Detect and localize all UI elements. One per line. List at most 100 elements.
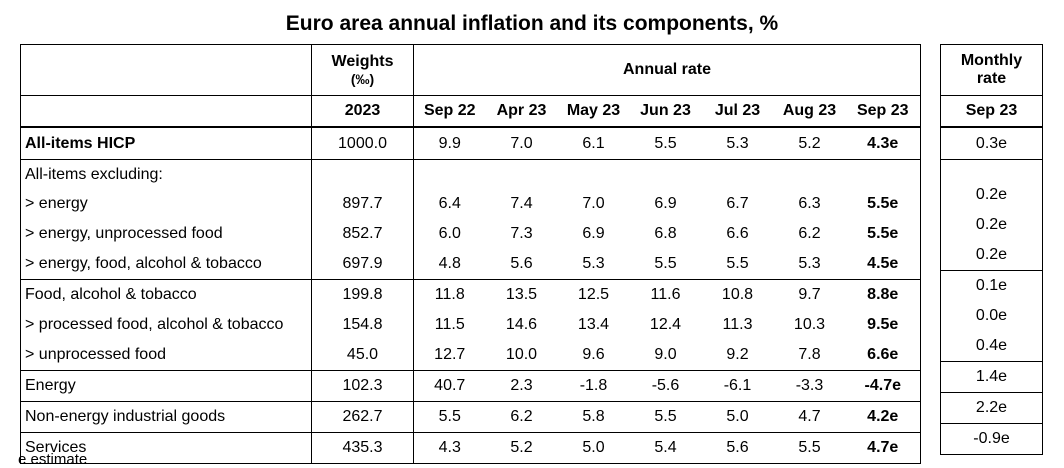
- table-row: Food, alcohol & tobacco 199.8 11.8 13.5 12.5…: [20, 279, 921, 310]
- rate-cell: -1.8: [557, 370, 630, 402]
- rate-cell: 6.4: [438, 195, 461, 212]
- rate-cell: [701, 159, 774, 189]
- rate-cell: 6.9: [654, 195, 677, 212]
- rate-cell: 5.6: [701, 432, 774, 464]
- weight-cell: 154.8: [311, 310, 414, 340]
- rate-cell: 4.7: [773, 401, 846, 433]
- monthly-row: 0.2e: [941, 180, 1043, 210]
- weights-label: Weights: [331, 53, 394, 70]
- weight-cell: 852.7: [311, 219, 414, 249]
- weight-cell: 697.9: [311, 249, 414, 280]
- row-label: > unprocessed food: [20, 340, 312, 371]
- monthly-cell: 0.4e: [975, 337, 1008, 354]
- rate-cell: 5.5: [413, 401, 486, 433]
- weights-header: Weights (‰): [311, 44, 414, 96]
- rate-cell: 6.1: [557, 126, 630, 160]
- rate-cell: 5.3: [582, 255, 605, 272]
- weights-unit: (‰): [350, 71, 375, 87]
- rate-cell: 11.6: [629, 279, 702, 310]
- rate-cell: 14.6: [505, 316, 538, 333]
- rate-cell: 6.0: [438, 225, 461, 242]
- rate-cell: 5.0: [557, 432, 630, 464]
- period-header: May 23: [557, 95, 630, 127]
- rate-cell: 5.4: [629, 432, 702, 464]
- row-label: Food, alcohol & tobacco: [20, 279, 312, 310]
- footnote: e estimate: [18, 451, 88, 468]
- rate-cell: 5.5e: [867, 225, 899, 242]
- row-label: > energy, food, alcohol & tobacco: [20, 249, 312, 280]
- rate-cell: 5.3: [798, 255, 821, 272]
- rate-cell: 6.6e: [867, 346, 899, 363]
- weight-cell: 102.3: [311, 370, 414, 402]
- rate-cell: 6.2: [798, 225, 821, 242]
- rate-cell: 9.2: [726, 346, 749, 363]
- rate-cell: [629, 159, 702, 189]
- weight-cell: 45.0: [311, 340, 414, 371]
- rate-cell: 5.5: [654, 255, 677, 272]
- rate-cell: 5.3: [701, 126, 774, 160]
- row-label: > energy, unprocessed food: [20, 219, 312, 249]
- corner-cell-2: [20, 95, 312, 127]
- rate-cell: [557, 159, 630, 189]
- rate-cell: 12.4: [649, 316, 682, 333]
- rate-cell: 7.8: [798, 346, 821, 363]
- table-row: Energy 102.3 40.7 2.3 -1.8 -5.6 -6.1 -3.3 -4.7e: [20, 370, 921, 402]
- rate-cell: 7.4: [510, 195, 533, 212]
- rate-cell: 6.6: [726, 225, 749, 242]
- rate-cell: 13.4: [577, 316, 610, 333]
- rate-cell: 10.3: [793, 316, 826, 333]
- rate-cell: 4.5e: [867, 255, 899, 272]
- weight-cell: 262.7: [311, 401, 414, 433]
- table-row: > unprocessed food 45.0 12.7 10.0 9.6 9.0 9.2 7…: [20, 340, 921, 371]
- monthly-row: 0.2e: [941, 210, 1043, 240]
- monthly-period: Sep 23: [940, 95, 1043, 127]
- rate-cell: 11.5: [434, 316, 465, 333]
- rate-cell: 7.0: [485, 126, 558, 160]
- rate-cell: 5.8: [557, 401, 630, 433]
- rate-cell: 13.5: [485, 279, 558, 310]
- rate-cell: 5.5: [629, 401, 702, 433]
- monthly-cell: 0.0e: [975, 307, 1008, 324]
- monthly-row: [940, 159, 1043, 180]
- rate-cell: 4.8: [438, 255, 461, 272]
- monthly-label: Monthly: [960, 52, 1023, 69]
- rate-cell: 4.2e: [845, 401, 921, 433]
- rate-cell: -4.7e: [845, 370, 921, 402]
- rate-cell: 5.5: [773, 432, 846, 464]
- table-row: Services 435.3 4.3 5.2 5.0 5.4 5.6 5.5 4.7e: [20, 432, 921, 464]
- rate-cell: 6.2: [485, 401, 558, 433]
- row-label: Energy: [20, 370, 312, 402]
- rate-cell: 5.6: [510, 255, 533, 272]
- monthly-cell: 1.4e: [940, 361, 1043, 393]
- rate-cell: 2.3: [485, 370, 558, 402]
- table-row: Non-energy industrial goods 262.7 5.5 6.2 5.…: [20, 401, 921, 433]
- monthly-row: 2.2e: [940, 392, 1043, 424]
- period-header: Apr 23: [485, 95, 558, 127]
- rate-cell: 5.0: [701, 401, 774, 433]
- monthly-row: 0.4e: [941, 331, 1043, 362]
- rate-cell: 12.7: [434, 346, 466, 363]
- table-row: All-items excluding:: [20, 159, 921, 189]
- period-header: Sep 22: [413, 95, 486, 127]
- rate-cell: 6.3: [798, 195, 821, 212]
- weight-cell: 1000.0: [311, 126, 414, 160]
- rate-cell: 11.3: [722, 316, 753, 333]
- rate-cell: 40.7: [413, 370, 486, 402]
- rate-cell: -5.6: [629, 370, 702, 402]
- monthly-cell: 0.2e: [975, 186, 1008, 203]
- rate-cell: [413, 159, 486, 189]
- monthly-cell: -0.9e: [940, 423, 1043, 455]
- monthly-cell: 0.2e: [975, 216, 1008, 233]
- corner-cell: [20, 44, 312, 96]
- rate-cell: 12.5: [557, 279, 630, 310]
- table-row: > energy, food, alcohol & tobacco 697.9 4.…: [20, 249, 921, 280]
- rate-cell: [773, 159, 846, 189]
- row-label: All-items HICP: [20, 126, 312, 160]
- table-row: > energy 897.7 6.4 7.4 7.0 6.9 6.7 6.3 5.5e: [20, 189, 921, 219]
- rate-cell: -3.3: [773, 370, 846, 402]
- row-label: > processed food, alcohol & tobacco: [20, 310, 312, 340]
- monthly-cell: 0.3e: [940, 126, 1043, 160]
- rate-cell: 4.7e: [845, 432, 921, 464]
- rate-cell: 6.7: [726, 195, 749, 212]
- rate-cell: 5.5: [726, 255, 749, 272]
